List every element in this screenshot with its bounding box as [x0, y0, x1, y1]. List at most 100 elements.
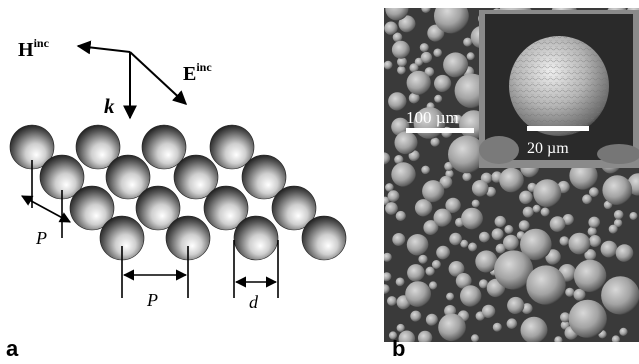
- sem-particle: [434, 94, 443, 103]
- sem-particle: [504, 225, 514, 234]
- sem-particle: [613, 210, 624, 220]
- sphere: [241, 154, 287, 200]
- sem-particle: [495, 243, 506, 254]
- sphere: [141, 124, 187, 170]
- sem-particle: [478, 279, 489, 289]
- sem-particle: [549, 216, 566, 233]
- sphere-array: [9, 124, 347, 261]
- period-diag-label: P: [35, 228, 47, 248]
- sem-particle: [391, 162, 416, 187]
- sem-particle: [397, 56, 407, 67]
- sem-particle: [445, 169, 454, 179]
- sem-particle: [446, 292, 455, 301]
- sem-particle: [492, 322, 502, 332]
- sem-particle: [408, 92, 420, 104]
- sem-particle: [422, 180, 445, 203]
- sem-particle: [434, 74, 452, 93]
- sem-particle: [387, 296, 397, 306]
- sem-particle: [587, 226, 597, 237]
- h-field-arrow: [76, 40, 131, 55]
- sem-particle: [433, 48, 442, 58]
- sem-particle: [562, 214, 574, 226]
- sem-particle: [455, 273, 472, 289]
- field-vectors: [76, 40, 188, 120]
- sem-particle: [602, 175, 633, 206]
- sem-particle: [468, 242, 478, 252]
- sem-particle: [584, 249, 597, 261]
- sem-particle: [423, 220, 439, 236]
- sem-particle: [471, 199, 480, 208]
- sem-particle: [405, 281, 431, 307]
- sem-particle: [438, 313, 466, 342]
- sem-particle: [392, 32, 403, 43]
- sem-particle: [573, 259, 607, 293]
- sem-particle: [431, 260, 441, 269]
- schematic-panel: Hinc Einc k P: [9, 36, 347, 312]
- sem-particle: [471, 334, 479, 342]
- sem-particle: [573, 288, 586, 301]
- main-scale-bar: [406, 128, 474, 133]
- sem-particle: [600, 240, 618, 258]
- sem-particle: [582, 194, 592, 205]
- sem-particle: [384, 21, 398, 35]
- sem-particle: [560, 312, 571, 323]
- sem-particle: [417, 330, 433, 342]
- sem-particle: [521, 303, 533, 315]
- sem-particle: [421, 165, 430, 175]
- sem-particle: [479, 231, 490, 243]
- sem-particle: [410, 310, 422, 322]
- e-field-label: Einc: [183, 60, 212, 85]
- sem-particle: [494, 250, 534, 290]
- sem-particle: [540, 207, 550, 217]
- sem-particle: [545, 249, 561, 265]
- e-superscript: inc: [196, 60, 212, 74]
- sem-particle: [460, 239, 469, 248]
- inset-bg-blob: [597, 144, 639, 164]
- sem-particle: [429, 281, 438, 290]
- diameter-label: d: [249, 292, 259, 312]
- period-diag-arrow: [21, 195, 71, 223]
- sphere: [233, 215, 279, 261]
- sphere: [135, 185, 181, 231]
- sem-particle: [601, 276, 639, 315]
- dimension-lines: [21, 160, 279, 298]
- panel-letter-b: b: [392, 336, 406, 361]
- sem-particle: [494, 215, 506, 228]
- sphere: [271, 185, 317, 231]
- sem-particle: [398, 15, 416, 33]
- sem-particle: [466, 52, 475, 61]
- sem-particle: [565, 287, 575, 297]
- sem-particle: [613, 218, 623, 228]
- sem-particle: [385, 8, 409, 21]
- sem-particle: [391, 40, 410, 59]
- sem-particle: [518, 220, 530, 232]
- sem-particle: [425, 266, 435, 276]
- sphere: [173, 154, 219, 200]
- sem-particle: [569, 161, 598, 190]
- h-field-label: Hinc: [18, 36, 50, 61]
- sem-particle: [499, 167, 524, 193]
- h-superscript: inc: [34, 36, 50, 50]
- sem-particle: [433, 208, 452, 227]
- sem-particle: [526, 265, 566, 305]
- sem-particle: [520, 228, 552, 261]
- sem-particle: [460, 285, 482, 307]
- sem-particle: [448, 261, 465, 277]
- sem-particle: [434, 8, 469, 34]
- sem-particle: [384, 252, 392, 262]
- sem-particle: [387, 190, 400, 203]
- sphere: [203, 185, 249, 231]
- sem-particle: [408, 150, 420, 162]
- sem-particle: [568, 299, 607, 338]
- sem-particle: [388, 331, 398, 340]
- sem-particle: [471, 180, 489, 197]
- sem-particle: [394, 131, 418, 155]
- sem-particle: [589, 187, 599, 198]
- sem-micrograph: 20 µm 100 µm: [384, 8, 639, 342]
- sem-particle: [611, 335, 620, 342]
- sphere: [301, 215, 347, 261]
- inset-panel: 20 µm: [479, 10, 639, 168]
- sem-particle: [520, 316, 548, 342]
- sem-particle: [421, 8, 431, 13]
- sem-particle: [385, 202, 398, 215]
